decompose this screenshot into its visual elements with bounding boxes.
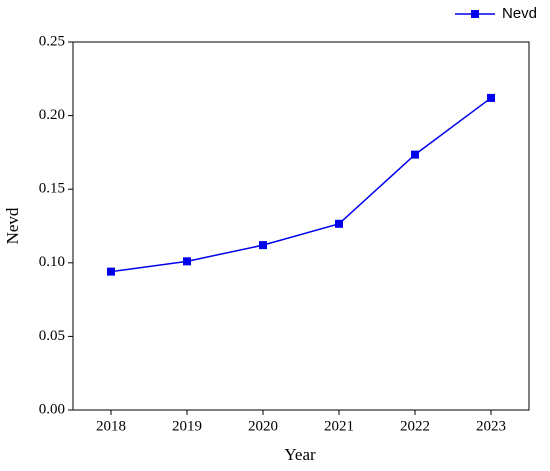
y-axis-label: Nevd [3,207,22,244]
x-tick-label: 2023 [476,418,506,434]
y-tick-label: 0.15 [39,181,65,197]
legend-marker [471,10,479,18]
x-tick-label: 2020 [248,418,278,434]
x-tick-label: 2018 [96,418,126,434]
data-point [487,93,495,102]
x-axis-label: Year [284,445,316,464]
data-point [183,257,191,266]
y-tick-label: 0.10 [39,254,65,270]
data-point [411,150,419,159]
y-tick-label: 0.20 [39,107,65,123]
data-point [335,219,343,228]
x-tick-label: 2022 [400,418,430,434]
series-line [110,97,492,273]
x-tick-label: 2021 [324,418,354,434]
y-tick-label: 0.05 [39,328,65,344]
y-tick-label: 0.25 [39,33,65,49]
x-tick-label: 2019 [172,418,202,434]
plot-frame [72,41,530,411]
y-tick-label: 0.00 [39,401,65,417]
legend-label: Nevd [502,5,537,22]
data-point [259,241,267,250]
data-point [107,267,115,276]
